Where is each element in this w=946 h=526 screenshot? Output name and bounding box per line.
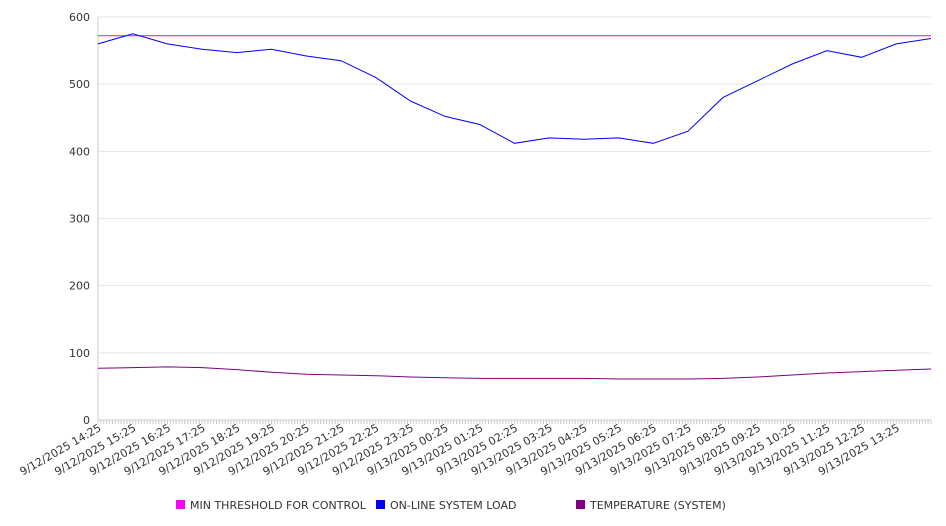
on-line-system-load-line xyxy=(97,33,932,144)
y-tick-label: 300 xyxy=(69,213,90,226)
series-lines xyxy=(97,33,932,380)
y-tick-label: 0 xyxy=(83,414,90,427)
y-tick-label: 100 xyxy=(69,347,90,360)
y-tick-label: 200 xyxy=(69,280,90,293)
legend-swatch xyxy=(576,500,585,509)
y-tick-label: 600 xyxy=(69,11,90,24)
grid-lines xyxy=(98,16,931,354)
temperature-system-line xyxy=(97,366,932,380)
legend: MIN THRESHOLD FOR CONTROL ON-LINE SYSTEM … xyxy=(176,499,726,512)
y-axis-ticks: 0 100 200 300 400 500 600 xyxy=(69,11,90,427)
legend-swatch xyxy=(176,500,185,509)
legend-label: ON-LINE SYSTEM LOAD xyxy=(390,499,516,512)
axes xyxy=(97,17,932,424)
y-tick-label: 500 xyxy=(69,78,90,91)
y-tick-label: 400 xyxy=(69,145,90,158)
legend-label: MIN THRESHOLD FOR CONTROL xyxy=(190,499,367,512)
legend-swatch xyxy=(376,500,385,509)
legend-label: TEMPERATURE (SYSTEM) xyxy=(589,499,726,512)
x-axis-ticks: 9/12/2025 14:259/12/2025 15:259/12/2025 … xyxy=(18,421,902,478)
